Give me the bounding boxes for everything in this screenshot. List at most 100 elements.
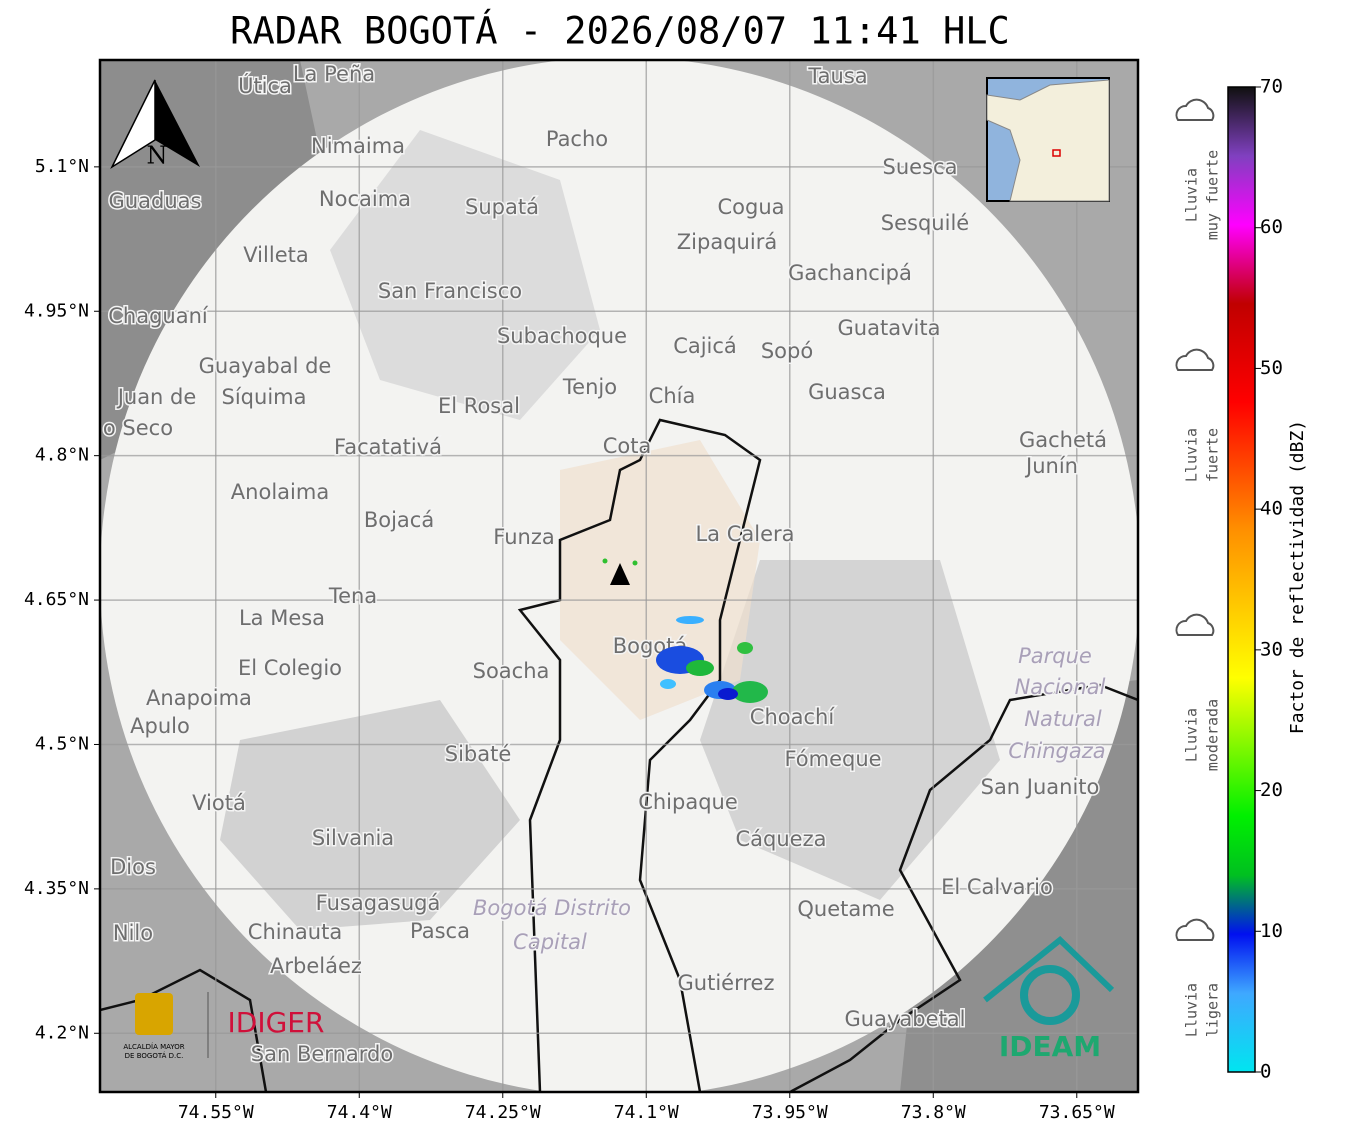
title: RADAR BOGOTÁ - 2026/08/07 11:41 HLC <box>230 9 1010 53</box>
place-label: Chinauta <box>248 920 342 944</box>
place-label: El Colegio <box>238 656 342 680</box>
place-label: Gutiérrez <box>678 971 775 995</box>
place-label: La Peña <box>293 62 375 86</box>
rain-category-label: moderada <box>1204 699 1222 771</box>
rain-category-label: Lluvia <box>1183 983 1201 1037</box>
place-label: Parque <box>1018 644 1092 668</box>
rain-category-label: ligera <box>1204 983 1222 1037</box>
place-label: Guayabal de <box>199 354 332 378</box>
place-label: La Calera <box>695 522 794 546</box>
y-tick-label: 4.95°N <box>24 300 89 321</box>
x-tick-label: 74.4°W <box>327 1102 392 1123</box>
place-label: Junín <box>1024 454 1078 478</box>
place-label: Sopó <box>761 339 813 363</box>
place-label: Tena <box>328 584 377 608</box>
place-label: Gachetá <box>1019 428 1107 452</box>
rain-category-label: fuerte <box>1204 428 1222 482</box>
place-label: Suesca <box>883 155 958 179</box>
place-label: Gachancipá <box>788 261 912 285</box>
place-label: Facatativá <box>334 435 442 459</box>
colorbar-label: Factor de reflectividad (dBZ) <box>1287 420 1308 734</box>
place-label: Tausa <box>807 64 867 88</box>
place-label: Chaguaní <box>108 304 209 328</box>
place-label: Villeta <box>243 243 308 267</box>
place-label: Pacho <box>546 127 608 151</box>
rain-category-label: Lluvia <box>1183 168 1201 222</box>
place-label: Guaduas <box>109 189 202 213</box>
y-tick-label: 4.2°N <box>35 1022 89 1043</box>
place-label: Apulo <box>130 714 190 738</box>
rain-icon <box>1175 613 1215 636</box>
y-tick-label: 4.65°N <box>24 589 89 610</box>
place-label: Cajicá <box>673 334 737 358</box>
place-label: Supatá <box>465 195 539 219</box>
place-label: Silvania <box>312 826 394 850</box>
x-tick-label: 73.95°W <box>752 1102 828 1123</box>
place-label: Arbeláez <box>270 954 362 978</box>
place-label: Bojacá <box>364 508 434 532</box>
place-label: Viotá <box>192 791 246 815</box>
grid <box>100 60 1138 1092</box>
colorbar-tick-label: 50 <box>1260 357 1283 379</box>
place-label: Cáqueza <box>736 827 827 851</box>
place-label: Guasca <box>808 380 886 404</box>
colorbar-tick-label: 60 <box>1260 216 1283 238</box>
y-tick-label: 4.8°N <box>35 445 89 466</box>
logo-text: DE BOGOTÁ D.C. <box>125 1051 184 1060</box>
inset-map <box>986 77 1110 202</box>
place-label: San Juanito <box>981 775 1100 799</box>
rain-category: Lluvia muy fuerte <box>1175 98 1222 240</box>
place-label: Pasca <box>410 919 470 943</box>
place-label: Nacional <box>1015 675 1106 699</box>
rain-category-label: Lluvia <box>1183 428 1201 482</box>
colorbar-tick-label: 70 <box>1260 76 1283 98</box>
rain-icon <box>1175 348 1215 371</box>
place-label: Cogua <box>717 195 784 219</box>
x-tick-label: 73.8°W <box>901 1102 966 1123</box>
place-label: Funza <box>493 525 554 549</box>
x-tick-label: 73.65°W <box>1039 1102 1115 1123</box>
place-label: Chipaque <box>638 790 738 814</box>
x-tick-label: 74.55°W <box>178 1102 254 1123</box>
place-label: Nilo <box>113 921 153 945</box>
place-label: San Bernardo <box>251 1042 393 1066</box>
place-label: Soacha <box>473 659 550 683</box>
place-label: Sibaté <box>445 742 512 766</box>
department-boundary <box>100 968 268 1092</box>
colorbar-tick-label: 20 <box>1260 779 1283 801</box>
rain-category: Lluvia ligera <box>1175 918 1222 1037</box>
logos: ALCALDÍA MAYOR DE BOGOTÁ D.C. IDIGER IDE… <box>123 936 1115 1063</box>
colorbar-tick-label: 0 <box>1260 1061 1271 1083</box>
place-label: La Mesa <box>239 606 325 630</box>
place-label: Choachí <box>750 705 836 729</box>
place-label: Cota <box>603 434 652 458</box>
place-label: Anapoima <box>146 686 252 710</box>
place-label: Bogotá Distrito <box>473 896 631 920</box>
colorbar-axis: 0 10 20 30 40 50 60 70 <box>1255 76 1283 1083</box>
place-label: Fómeque <box>784 747 881 771</box>
place-label: Nocaima <box>319 187 411 211</box>
place-label: Nimaima <box>311 134 405 158</box>
place-label: o Seco <box>103 416 173 440</box>
place-label: Sesquilé <box>881 211 969 235</box>
rain-icon <box>1175 918 1215 941</box>
place-label: Tenjo <box>562 375 617 399</box>
place-label: Fusagasugá <box>316 891 441 915</box>
rain-category-label: muy fuerte <box>1204 150 1222 240</box>
colorbar <box>1227 86 1256 1073</box>
rain-category: Lluvia fuerte <box>1175 348 1222 482</box>
logo-text: IDEAM <box>999 1030 1101 1063</box>
colorbar-tick-label: 30 <box>1260 638 1283 660</box>
axis-ticks: 74.55°W 74.4°W 74.25°W 74.1°W 73.95°W 73.8°W 7… <box>24 156 1115 1123</box>
place-label: Guayabetal <box>845 1007 966 1031</box>
place-label: Chía <box>649 384 696 408</box>
place-label: Zipaquirá <box>677 230 777 254</box>
place-label: Quetame <box>797 897 894 921</box>
y-tick-label: 5.1°N <box>35 156 89 177</box>
district-boundary <box>517 418 762 1092</box>
rain-category-label: Lluvia <box>1183 708 1201 762</box>
